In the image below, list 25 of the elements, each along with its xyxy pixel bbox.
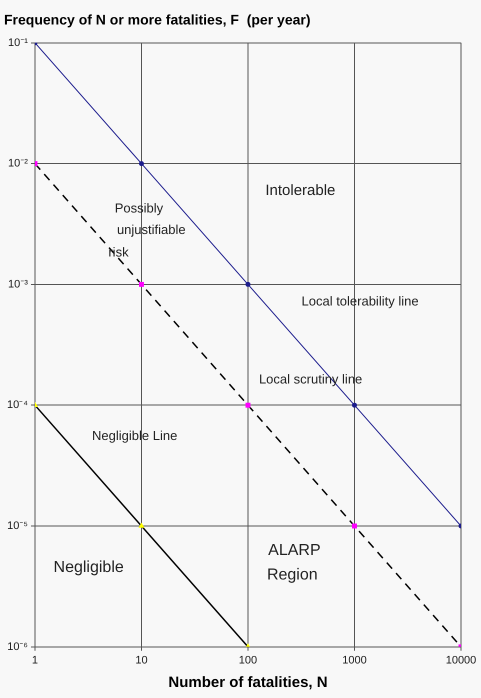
x-tick-label: 10: [135, 654, 148, 666]
point: [352, 402, 357, 408]
y-tick-label: 10⁻²: [8, 158, 28, 170]
x-tick-label: 1000: [342, 654, 367, 666]
x-axis-title: Number of fatalities, N: [168, 674, 328, 692]
y-tick-label: 10⁻⁴: [6, 399, 28, 412]
point: [245, 282, 250, 287]
point: [138, 522, 145, 528]
y-tick-label: 10⁻⁶: [7, 640, 28, 653]
y-tick-label: 10⁻³: [8, 278, 28, 290]
y-tick-label: 10⁻⁵: [7, 520, 28, 532]
annotation: Negligible: [54, 559, 124, 576]
point: [352, 524, 357, 528]
point: [138, 282, 144, 287]
x-tick-label: 10000: [446, 654, 476, 666]
x-tick-label: 1: [32, 654, 38, 666]
annotation: risk: [108, 244, 130, 260]
point: [246, 402, 250, 408]
chart-title: Frequency of N or more fatalities, F (per year): [4, 11, 311, 28]
point: [138, 161, 144, 166]
annotation: ALARP: [268, 542, 321, 560]
x-tick-label: 100: [238, 654, 258, 666]
annotation: Intolerable: [265, 182, 336, 199]
annotation: Region: [266, 566, 318, 584]
y-tick-label: 10⁻¹: [8, 36, 28, 49]
